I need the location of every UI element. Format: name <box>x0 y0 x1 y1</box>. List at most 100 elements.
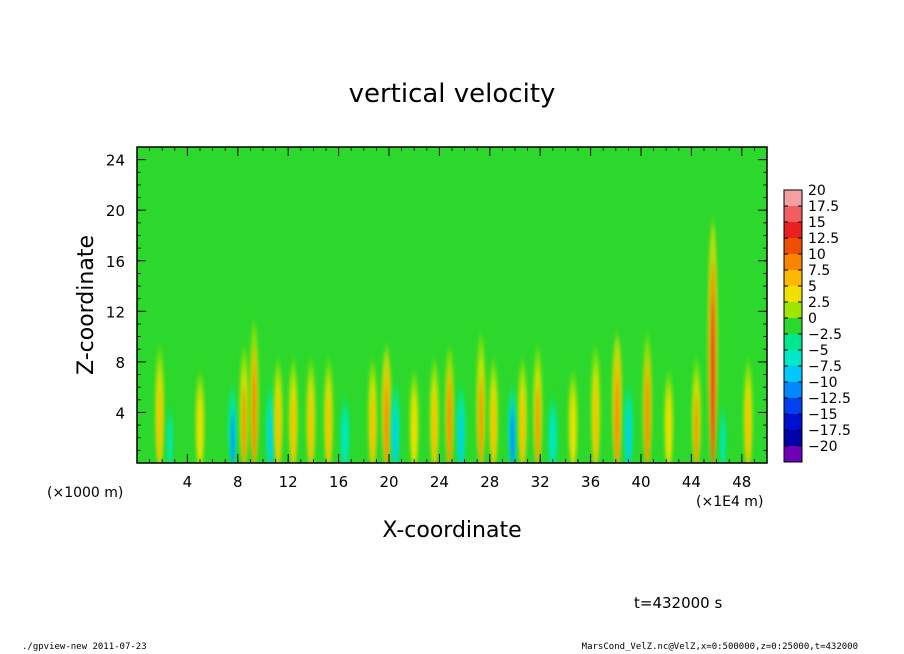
colorbar-label: 12.5 <box>808 231 839 247</box>
colorbar-label: −10 <box>808 375 838 391</box>
y-tick-label: 4 <box>115 404 125 422</box>
plume-core <box>384 385 389 463</box>
y-tick-label: 16 <box>106 253 125 271</box>
x-tick-label: 4 <box>183 473 193 491</box>
x-tick-label: 20 <box>379 473 398 491</box>
colorbar-label: −15 <box>808 407 838 423</box>
colorbar-label: 20 <box>808 183 826 199</box>
plume-core <box>571 402 575 463</box>
plume-core <box>198 402 202 463</box>
x-tick-label: 16 <box>329 473 348 491</box>
x-axis-label: X-coordinate <box>382 518 521 543</box>
plume-18 <box>455 387 466 463</box>
colorbar-label: 7.5 <box>808 263 830 279</box>
colorbar-swatch <box>784 366 802 383</box>
time-label: t=432000 s <box>634 594 722 612</box>
y-axis-label: Z-coordinate <box>74 235 99 375</box>
colorbar-label: −17.5 <box>808 423 851 439</box>
x-unit-left: (×1000 m) <box>47 485 123 501</box>
plume-1 <box>166 410 173 463</box>
plume-12 <box>367 361 378 463</box>
plume-5 <box>249 323 260 463</box>
plume-20 <box>488 361 499 463</box>
plume-core <box>459 411 463 463</box>
plume-32 <box>707 222 718 463</box>
plume-core <box>432 394 437 463</box>
colorbar-swatch <box>784 334 802 351</box>
x-tick-label: 48 <box>732 473 751 491</box>
plume-core <box>535 385 540 463</box>
plume-core <box>326 394 331 463</box>
plume-10 <box>323 361 334 463</box>
colorbar-label: 15 <box>808 215 826 231</box>
plume-core <box>393 411 398 463</box>
plume-core <box>520 394 525 463</box>
chart-title: vertical velocity <box>349 79 556 109</box>
plume-0 <box>154 349 165 463</box>
plume-33 <box>719 410 727 463</box>
plume-core <box>491 394 496 463</box>
colorbar-label: 5 <box>808 279 817 295</box>
plume-core <box>510 411 515 463</box>
plume-4 <box>239 349 250 463</box>
plume-9 <box>305 361 316 463</box>
plume-core <box>252 367 256 463</box>
plume-core <box>645 376 650 463</box>
y-tick-label: 12 <box>106 303 125 321</box>
colorbar-swatch <box>784 414 802 431</box>
plume-14 <box>390 387 401 463</box>
colorbar-swatch <box>784 430 802 447</box>
colorbar-swatch <box>784 206 802 223</box>
colorbar-label: 0 <box>808 311 817 327</box>
plume-16 <box>429 361 440 463</box>
plume-core <box>694 394 699 463</box>
plume-core <box>711 296 715 463</box>
plume-core <box>447 385 452 463</box>
plume-core <box>343 420 347 463</box>
colorbar-swatch <box>784 286 802 303</box>
x-tick-label: 28 <box>480 473 499 491</box>
colorbar-swatch <box>784 302 802 319</box>
plume-core <box>551 420 555 463</box>
plume-28 <box>623 387 634 463</box>
colorbar-label: 2.5 <box>808 295 830 311</box>
colorbar-label: −2.5 <box>808 327 842 343</box>
y-tick-label: 20 <box>106 202 125 220</box>
plume-27 <box>612 336 623 463</box>
y-tick-label: 24 <box>106 152 125 170</box>
plume-22 <box>517 361 528 463</box>
plume-core <box>666 402 671 463</box>
plume-8 <box>288 361 299 463</box>
colorbar-swatch <box>784 190 802 207</box>
colorbar-label: −5 <box>808 343 829 359</box>
colorbar-swatch <box>784 254 802 271</box>
plume-29 <box>642 336 653 463</box>
plume-25 <box>567 374 578 463</box>
plume-23 <box>532 349 543 463</box>
colorbar-frame <box>783 189 803 463</box>
colorbar: 2017.51512.5107.552.50−2.5−5−7.5−10−12.5… <box>783 183 851 463</box>
footer-left: ./gpview-new 2011-07-23 <box>22 642 147 652</box>
colorbar-label: −7.5 <box>808 359 842 375</box>
plume-21 <box>507 387 518 463</box>
plume-17 <box>444 349 455 463</box>
plume-core <box>291 394 296 463</box>
plume-30 <box>663 374 674 463</box>
plume-31 <box>691 361 702 463</box>
colorbar-label: −20 <box>808 439 838 455</box>
plume-core <box>370 394 375 463</box>
x-tick-label: 8 <box>233 473 243 491</box>
plume-core <box>412 402 416 463</box>
colorbar-swatch <box>784 318 802 335</box>
plume-24 <box>547 399 558 463</box>
x-tick-label: 36 <box>581 473 600 491</box>
y-tick-label: 8 <box>115 354 125 372</box>
plume-3 <box>227 387 238 463</box>
plume-26 <box>590 349 601 463</box>
plume-core <box>626 411 631 463</box>
colorbar-label: 17.5 <box>808 199 839 215</box>
plume-2 <box>195 374 205 463</box>
plume-core <box>230 411 235 463</box>
plume-6 <box>265 387 276 463</box>
